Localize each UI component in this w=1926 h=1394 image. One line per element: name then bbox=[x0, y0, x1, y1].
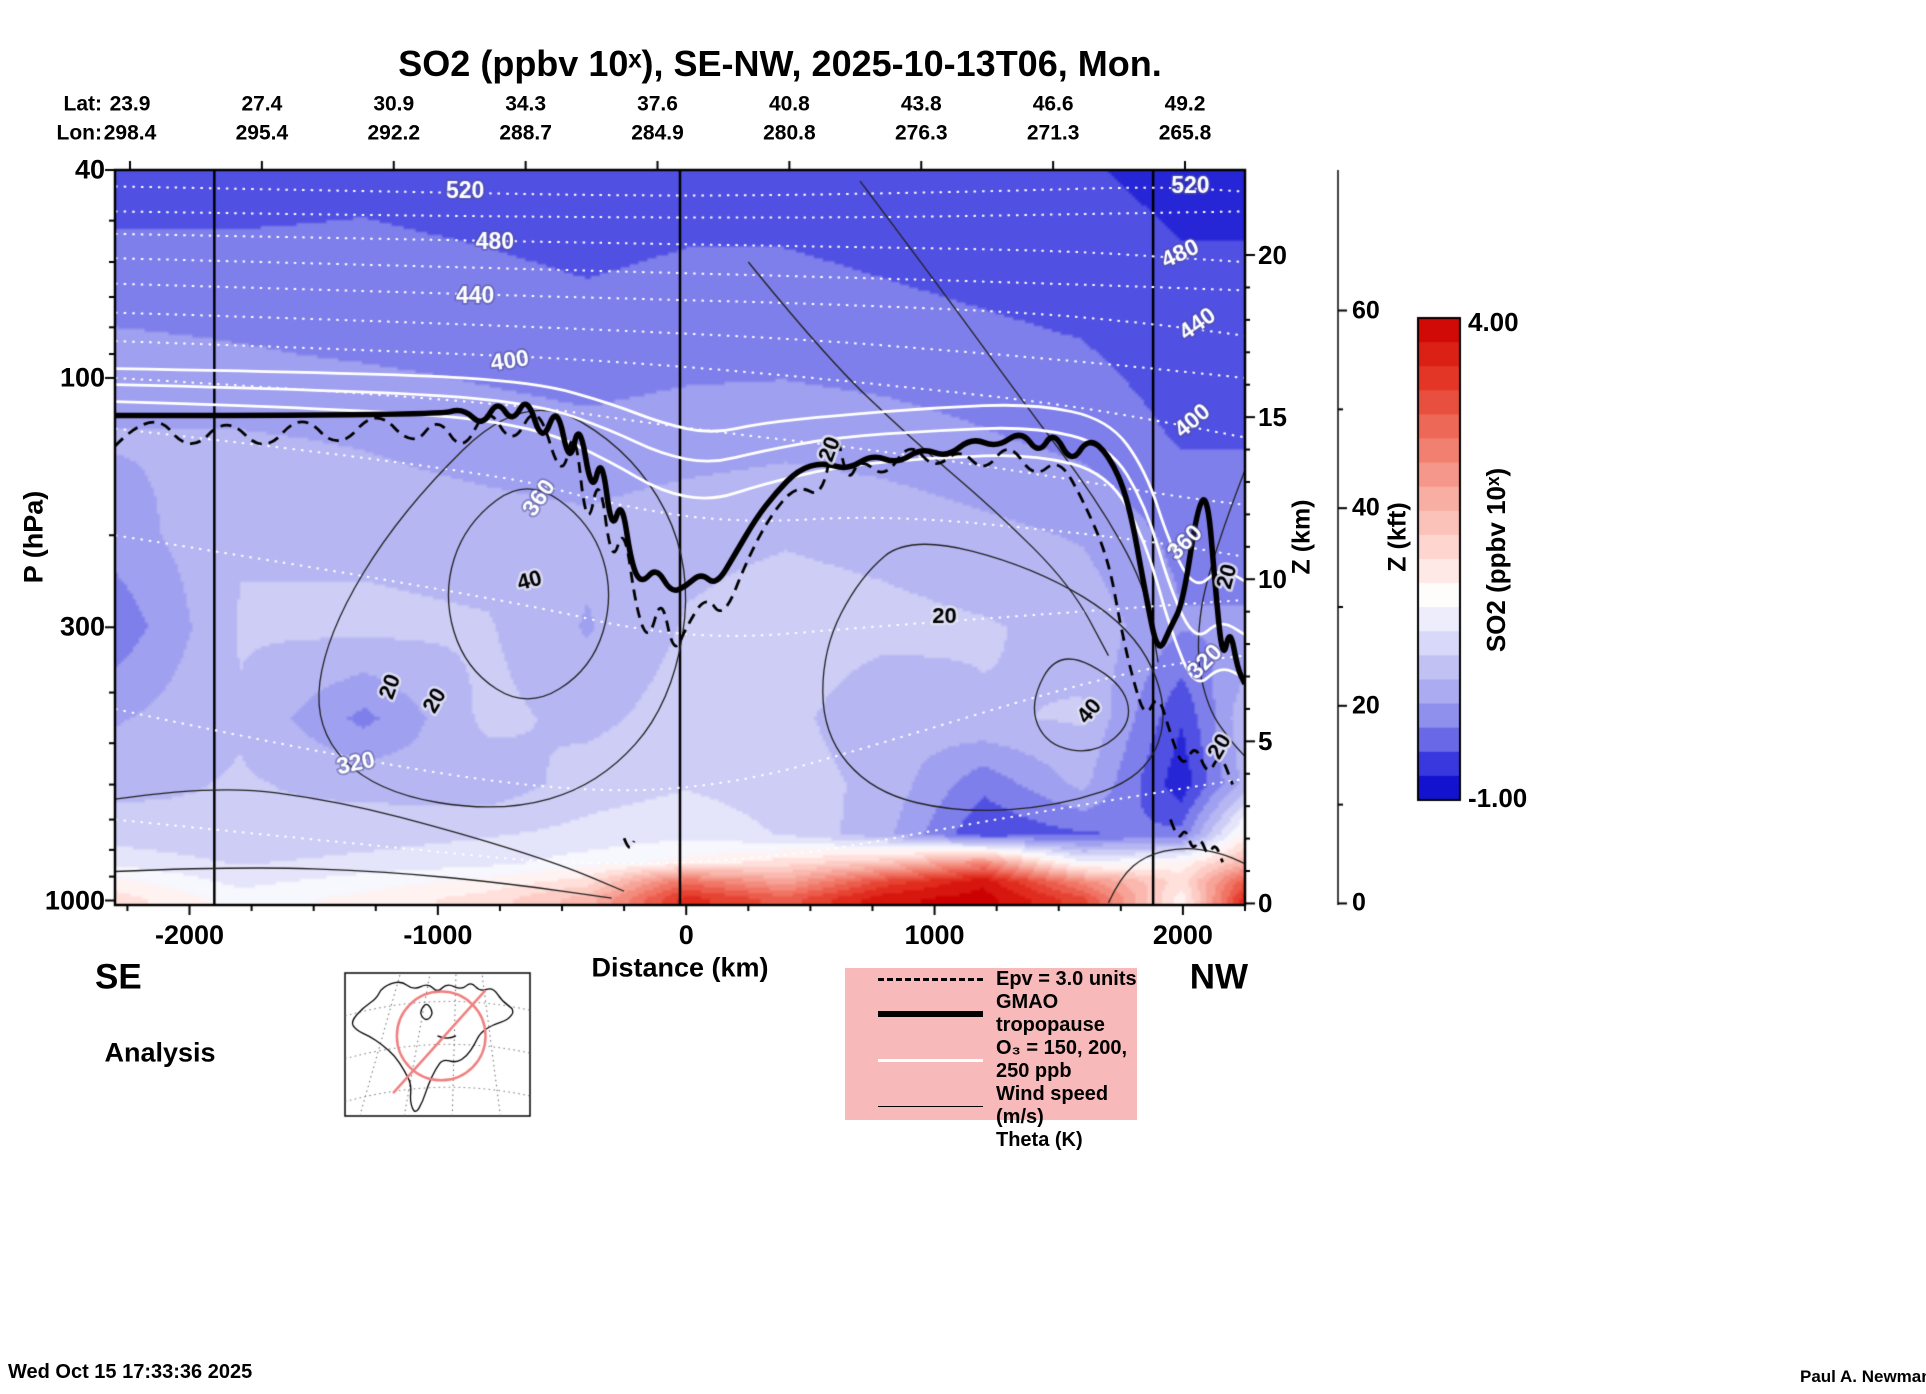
lat-tick-label: 37.6 bbox=[637, 92, 678, 116]
pressure-axis-title: P (hPa) bbox=[18, 490, 49, 584]
legend-item-epv: Epv = 3.0 units bbox=[878, 968, 1137, 991]
zkm-tick-label: 10 bbox=[1258, 564, 1287, 595]
legend-item-tropopause: GMAO tropopause bbox=[878, 991, 1137, 1037]
distance-tick-label: -2000 bbox=[154, 920, 225, 950]
lon-tick-label: 271.3 bbox=[1026, 121, 1080, 145]
zkft-axis-title: Z (kft) bbox=[1383, 502, 1412, 572]
lon-axis-prefix: Lon: bbox=[56, 121, 102, 145]
lat-tick-label: 27.4 bbox=[241, 92, 283, 116]
legend-label-tropopause: GMAO tropopause bbox=[996, 991, 1105, 1036]
distance-tick-label: 2000 bbox=[1152, 920, 1213, 950]
page-title: SO2 (ppbv 10ˣ), SE-NW, 2025-10-13T06, Mo… bbox=[398, 43, 1162, 84]
legend-label-ozone: O₃ = 150, 200, 250 ppb bbox=[996, 1037, 1128, 1082]
distance-axis-title: Distance (km) bbox=[591, 952, 769, 983]
lat-tick-label: 40.8 bbox=[768, 92, 810, 116]
lat-tick-label: 34.3 bbox=[505, 92, 547, 116]
lon-tick-label: 276.3 bbox=[894, 121, 948, 145]
lat-tick-label: 43.8 bbox=[900, 92, 942, 116]
lon-tick-label: 295.4 bbox=[235, 121, 289, 145]
zkm-tick-label: 0 bbox=[1258, 888, 1273, 919]
pressure-tick-label: 100 bbox=[59, 362, 105, 393]
ozone-line-sample bbox=[878, 1058, 983, 1062]
legend: Epv = 3.0 units GMAO tropopause O₃ = 150… bbox=[845, 968, 1137, 1151]
legend-item-theta: Theta (K) bbox=[878, 1129, 1137, 1152]
wind-line-sample bbox=[878, 1105, 983, 1107]
zkm-tick-label: 15 bbox=[1258, 402, 1287, 433]
lon-tick-label: 288.7 bbox=[499, 121, 552, 145]
tropopause-line-sample bbox=[878, 1011, 983, 1017]
legend-label-epv: Epv = 3.0 units bbox=[996, 968, 1137, 990]
zkft-tick-label: 40 bbox=[1352, 493, 1380, 522]
zkm-tick-label: 20 bbox=[1258, 240, 1287, 271]
se-endpoint-label: SE bbox=[95, 957, 142, 997]
legend-item-ozone: O₃ = 150, 200, 250 ppb bbox=[878, 1037, 1137, 1083]
zkft-tick-label: 20 bbox=[1352, 691, 1380, 720]
lat-tick-label: 23.9 bbox=[109, 92, 151, 116]
lon-tick-label: 292.2 bbox=[367, 121, 421, 145]
legend-item-wind: Wind speed (m/s) bbox=[878, 1083, 1137, 1129]
timestamp: Wed Oct 15 17:33:36 2025 bbox=[8, 1361, 253, 1383]
analysis-label: Analysis bbox=[104, 1037, 216, 1068]
zkft-tick-label: 0 bbox=[1352, 888, 1366, 917]
zkft-tick-label: 60 bbox=[1352, 296, 1380, 325]
legend-label-theta: Theta (K) bbox=[996, 1129, 1083, 1151]
distance-tick-label: -1000 bbox=[403, 920, 473, 950]
lat-axis-prefix: Lat: bbox=[63, 92, 103, 116]
lon-tick-label: 280.8 bbox=[763, 121, 816, 145]
lat-tick-label: 46.6 bbox=[1032, 92, 1074, 116]
zkm-tick-label: 5 bbox=[1258, 726, 1273, 757]
pressure-tick-label: 40 bbox=[74, 154, 105, 185]
lon-tick-label: 298.4 bbox=[103, 121, 157, 145]
colorbar-min-label: -1.00 bbox=[1468, 783, 1528, 813]
credit: Paul A. Newman (NASA bbox=[1800, 1367, 1926, 1386]
distance-tick-label: 0 bbox=[678, 920, 694, 950]
colorbar-max-label: 4.00 bbox=[1468, 307, 1519, 337]
nw-endpoint-label: NW bbox=[1189, 957, 1248, 997]
pressure-tick-label: 300 bbox=[59, 611, 105, 642]
lat-tick-label: 49.2 bbox=[1164, 92, 1206, 116]
colorbar-title: SO2 (ppbv 10ˣ) bbox=[1481, 467, 1511, 653]
zkm-axis-title: Z (km) bbox=[1287, 499, 1316, 575]
lon-tick-label: 265.8 bbox=[1158, 121, 1212, 145]
distance-tick-label: 1000 bbox=[904, 920, 965, 950]
theta-line-sample bbox=[878, 1139, 983, 1142]
epv-line-sample bbox=[878, 978, 983, 981]
legend-label-wind: Wind speed (m/s) bbox=[996, 1083, 1109, 1128]
lon-tick-label: 284.9 bbox=[631, 121, 684, 145]
pressure-tick-label: 1000 bbox=[44, 885, 105, 915]
lat-tick-label: 30.9 bbox=[373, 92, 415, 116]
